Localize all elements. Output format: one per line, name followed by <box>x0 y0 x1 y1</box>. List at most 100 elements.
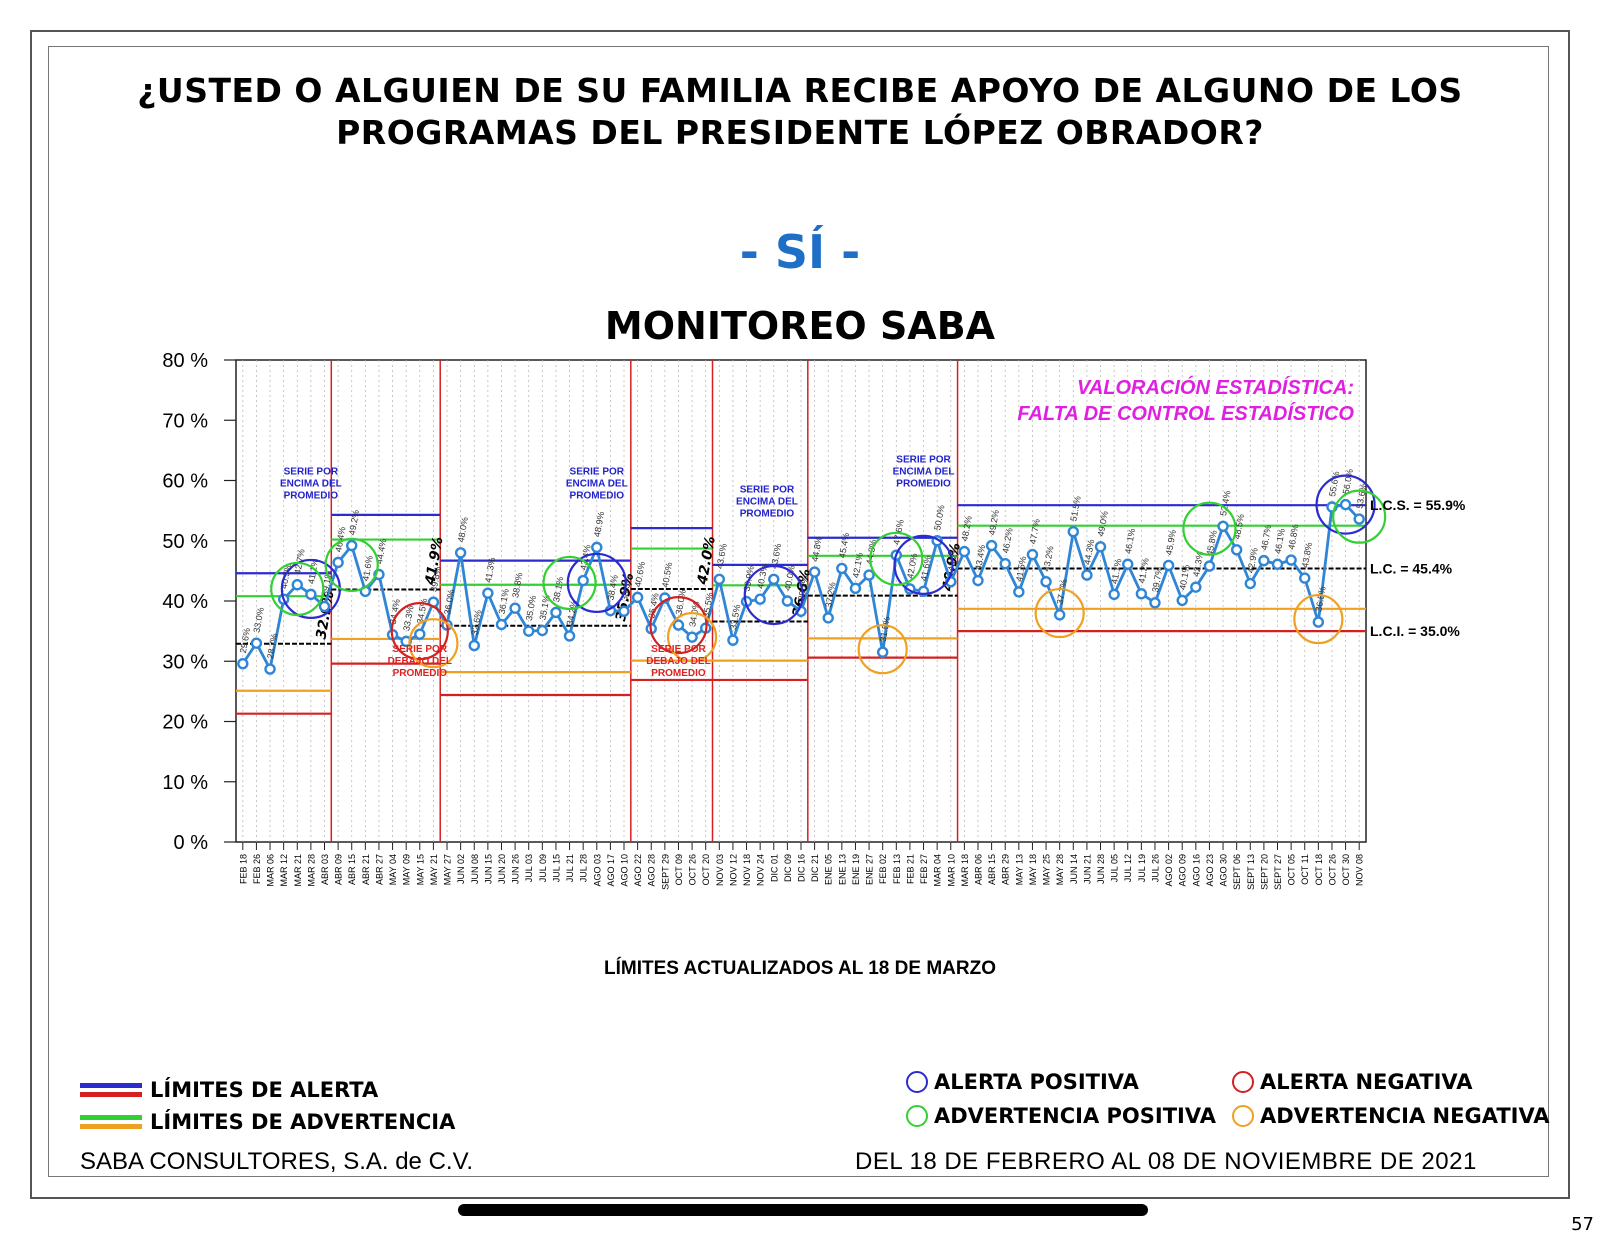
x-tick-label: MAY 28 <box>1055 854 1065 885</box>
data-label: 45.8% <box>1205 530 1219 557</box>
data-label: 37.7% <box>1055 578 1069 605</box>
x-tick-label: MAR 06 <box>266 854 276 887</box>
negative-warning-marker <box>1034 587 1085 639</box>
data-point <box>536 624 549 637</box>
y-tick-label: 20 % <box>162 712 208 734</box>
data-point <box>1176 594 1188 607</box>
x-tick-label: JUL 19 <box>1137 854 1147 882</box>
data-point <box>1271 558 1284 570</box>
x-tick-label: NOV 18 <box>742 854 752 886</box>
data-point <box>318 600 331 613</box>
data-point <box>972 574 984 587</box>
data-label: 28.7% <box>265 633 279 660</box>
x-tick-label: JUN 14 <box>1069 854 1079 884</box>
x-tick-label: JUN 28 <box>1096 854 1106 884</box>
x-tick-label: AGO 16 <box>1191 854 1201 887</box>
series-annotation: PROMEDIO <box>570 490 625 501</box>
x-tick-label: JUL 05 <box>1110 854 1120 882</box>
data-label: 39.8% <box>429 566 443 593</box>
negative-warning-marker <box>1293 593 1344 645</box>
x-tick-label: ABR 03 <box>320 854 330 885</box>
outer-frame <box>30 30 1570 1199</box>
data-label: 41.3% <box>483 557 497 584</box>
data-point <box>509 602 521 614</box>
data-point <box>1339 498 1352 511</box>
x-tick-label: AGO 23 <box>1205 854 1215 887</box>
x-tick-label: FEB 26 <box>252 854 262 884</box>
data-point <box>822 612 834 624</box>
data-label: 33.0% <box>252 607 266 634</box>
data-label: 36.1% <box>497 588 511 615</box>
data-label: 40.5% <box>660 561 674 588</box>
data-point <box>577 574 589 587</box>
data-point <box>1190 581 1202 593</box>
series-annotation: SERIE POR <box>284 466 339 477</box>
series-annotation: ENCIMA DEL <box>893 466 955 477</box>
data-point <box>495 618 508 631</box>
x-tick-label: NOV 08 <box>1355 854 1365 886</box>
data-point <box>264 663 276 675</box>
x-tick-label: JUN 15 <box>483 854 493 884</box>
x-tick-label: AGO 09 <box>1178 854 1188 887</box>
series-annotation: PROMEDIO <box>896 478 951 489</box>
data-label: 42.0% <box>905 552 919 579</box>
series-annotation: SERIE POR <box>740 485 795 496</box>
x-tick-label: MAY 25 <box>1042 854 1052 885</box>
x-tick-label: JUN 08 <box>470 854 480 884</box>
data-label: 35.5% <box>701 592 715 619</box>
y-tick-label: 30 % <box>162 651 208 673</box>
data-label: 36.0% <box>442 589 456 616</box>
positive-warning-marker <box>1182 501 1237 556</box>
negative-alert-marker <box>649 595 708 655</box>
title-line-2: PROGRAMAS DEL PRESIDENTE LÓPEZ OBRADOR? <box>336 113 1264 152</box>
y-tick-label: 80 % <box>162 350 208 372</box>
data-label: 49.0% <box>1096 510 1110 537</box>
data-point <box>346 539 358 552</box>
x-tick-label: NOV 12 <box>728 854 738 886</box>
data-point <box>468 639 480 652</box>
lci-label: L.C.I. = 35.0% <box>1370 623 1460 639</box>
x-tick-label: MAR 10 <box>946 854 956 887</box>
data-label: 35.4% <box>646 592 660 619</box>
data-label: 41.5% <box>1014 555 1028 582</box>
x-tick-label: OCT 09 <box>674 854 684 885</box>
data-label: 36.5% <box>1313 586 1327 613</box>
data-label: 34.2% <box>565 599 579 626</box>
y-tick-label: 60 % <box>162 471 208 493</box>
data-point <box>958 545 971 558</box>
series-annotation: SERIE POR <box>651 644 706 655</box>
data-point <box>332 556 344 569</box>
data-point <box>1299 572 1311 584</box>
x-tick-label: JUN 02 <box>456 854 466 884</box>
x-tick-label: OCT 11 <box>1300 854 1310 885</box>
x-tick-label: ABR 06 <box>973 854 983 885</box>
y-tick-label: 50 % <box>162 531 208 553</box>
x-tick-label: JUL 12 <box>1123 854 1133 882</box>
x-tick-label: MAR 21 <box>293 854 303 887</box>
scroll-indicator[interactable] <box>458 1204 1148 1216</box>
legend-negative-warning: ADVERTENCIA NEGATIVA <box>1232 1104 1550 1128</box>
data-label: 32.6% <box>469 609 483 636</box>
data-label: 48.0% <box>456 516 470 543</box>
negative-warning-marker <box>408 618 459 669</box>
positive-alert-marker <box>1315 474 1376 535</box>
series-annotation: PROMEDIO <box>284 490 339 501</box>
data-label: 33.3% <box>401 605 415 632</box>
data-point <box>1285 554 1297 566</box>
x-tick-label: AGO 30 <box>1219 854 1229 887</box>
data-point <box>836 562 848 575</box>
chart-title: MONITOREO SABA <box>604 304 996 348</box>
x-tick-label: MAR 04 <box>933 854 943 887</box>
assessment-line-1: VALORACIÓN ESTADÍSTICA: <box>1077 375 1354 399</box>
legend-positive-alert: ALERTA POSITIVA <box>906 1070 1139 1094</box>
positive-warning-marker <box>869 531 924 586</box>
x-tick-label: JUL 03 <box>524 854 534 882</box>
page-number: 57 <box>1571 1214 1594 1235</box>
data-point <box>1162 559 1175 572</box>
data-point <box>631 591 644 604</box>
data-point <box>1013 586 1025 598</box>
x-tick-label: AGO 02 <box>1164 854 1174 887</box>
x-tick-label: DIC 16 <box>797 854 807 882</box>
series-annotation: ENCIMA DEL <box>566 478 628 489</box>
x-tick-label: JUL 09 <box>538 854 548 882</box>
